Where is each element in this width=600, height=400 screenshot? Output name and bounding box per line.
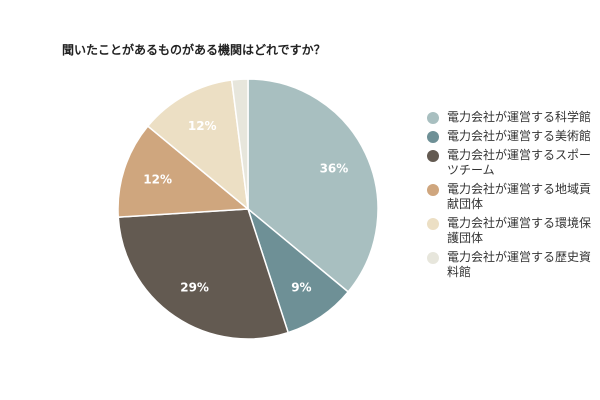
pie-slice-2 xyxy=(117,208,290,340)
legend-swatch-0 xyxy=(427,112,439,124)
legend-item-1: 電力会社が運営する美術館 xyxy=(427,129,600,144)
legend-label-0: 電力会社が運営する科学館 xyxy=(447,110,592,124)
legend-swatch-5 xyxy=(427,252,439,264)
pie-slice-labels: 36% 9% 29% 12% 12% xyxy=(143,119,348,295)
slice-label-0: 36% xyxy=(320,162,349,176)
legend-item-2: 電力会社が運営するスポーツチーム xyxy=(427,148,600,178)
pie-slice-0 xyxy=(247,78,379,293)
legend-item-4: 電力会社が運営する環境保護団体 xyxy=(427,216,600,246)
legend-swatch-3 xyxy=(427,184,439,196)
legend-item-3: 電力会社が運営する地域貢献団体 xyxy=(427,182,600,212)
legend-swatch-2 xyxy=(427,150,439,162)
legend: 電力会社が運営する科学館 電力会社が運営する美術館電力会社が運営するスポーツチーム… xyxy=(427,110,600,284)
slice-label-4: 12% xyxy=(188,119,217,133)
legend-swatch-1 xyxy=(427,131,439,143)
pie-slice-5 xyxy=(230,78,249,210)
legend-label-5: 電力会社が運営する歴史資料館 xyxy=(447,250,592,279)
slice-label-2: 29% xyxy=(180,281,209,295)
legend-label-2: 電力会社が運営するスポーツチーム xyxy=(447,148,592,177)
slice-label-3: 12% xyxy=(143,173,172,187)
legend-label-4: 電力会社が運営する環境保護団体 xyxy=(447,216,592,245)
slice-label-1: 9% xyxy=(291,281,311,295)
legend-label-3: 電力会社が運営する地域貢献団体 xyxy=(447,182,592,211)
pie-slice-4 xyxy=(146,79,249,211)
pie-slices xyxy=(117,78,379,340)
legend-item-0: 電力会社が運営する科学館 xyxy=(427,110,600,125)
legend-swatch-4 xyxy=(427,218,439,230)
chart-title: 聞いたことがあるものがある機関はどれですか？ xyxy=(62,43,326,57)
legend-label-1: 電力会社が運営する美術館 xyxy=(447,129,592,143)
legend-item-5: 電力会社が運営する歴史資料館 xyxy=(427,250,600,280)
pie-slice-3 xyxy=(117,125,250,218)
